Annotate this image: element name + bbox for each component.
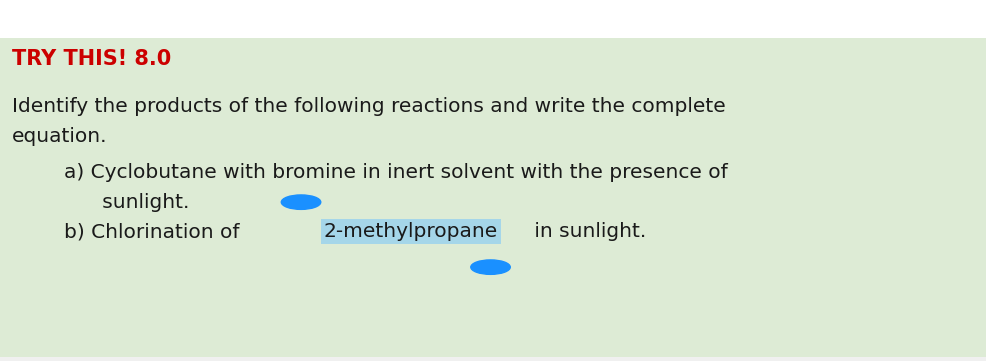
Text: Identify the products of the following reactions and write the complete: Identify the products of the following r… (12, 97, 725, 117)
Circle shape (281, 195, 320, 209)
Circle shape (470, 260, 510, 274)
Text: 2-methylpropane: 2-methylpropane (323, 222, 498, 242)
Text: b) Chlorination of: b) Chlorination of (64, 222, 246, 242)
FancyBboxPatch shape (0, 38, 986, 357)
Text: a) Cyclobutane with bromine in inert solvent with the presence of: a) Cyclobutane with bromine in inert sol… (64, 163, 727, 182)
Text: in sunlight.: in sunlight. (528, 222, 646, 242)
FancyBboxPatch shape (0, 0, 986, 38)
Text: TRY THIS! 8.0: TRY THIS! 8.0 (12, 49, 171, 69)
Text: sunlight.: sunlight. (64, 192, 189, 212)
Text: equation.: equation. (12, 127, 107, 146)
